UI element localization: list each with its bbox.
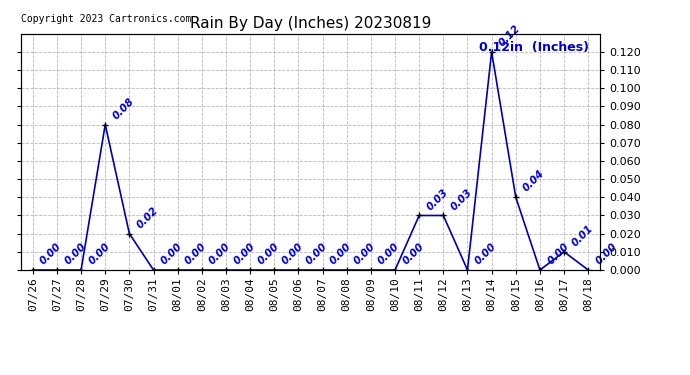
Text: 0.04: 0.04 — [522, 168, 546, 194]
Text: 0.01: 0.01 — [570, 223, 595, 248]
Title: Rain By Day (Inches) 20230819: Rain By Day (Inches) 20230819 — [190, 16, 431, 31]
Text: 0.00: 0.00 — [328, 241, 353, 267]
Text: 0.00: 0.00 — [401, 241, 426, 267]
Text: 0.00: 0.00 — [63, 241, 88, 267]
Text: 0.12in  (Inches): 0.12in (Inches) — [479, 41, 589, 54]
Text: 0.08: 0.08 — [111, 96, 136, 121]
Text: 0.00: 0.00 — [232, 241, 257, 267]
Text: 0.00: 0.00 — [594, 241, 619, 267]
Text: 0.03: 0.03 — [425, 187, 450, 212]
Text: 0.00: 0.00 — [208, 241, 233, 267]
Text: 0.00: 0.00 — [304, 241, 329, 267]
Text: 0.00: 0.00 — [473, 241, 498, 267]
Text: 0.02: 0.02 — [135, 205, 160, 230]
Text: 0.00: 0.00 — [377, 241, 402, 267]
Text: 0.00: 0.00 — [280, 241, 305, 267]
Text: 0.00: 0.00 — [256, 241, 281, 267]
Text: 0.12: 0.12 — [497, 23, 522, 48]
Text: 0.00: 0.00 — [39, 241, 63, 267]
Text: 0.00: 0.00 — [184, 241, 208, 267]
Text: 0.00: 0.00 — [159, 241, 184, 267]
Text: 0.03: 0.03 — [449, 187, 474, 212]
Text: 0.00: 0.00 — [353, 241, 377, 267]
Text: Copyright 2023 Cartronics.com: Copyright 2023 Cartronics.com — [21, 14, 191, 24]
Text: 0.00: 0.00 — [546, 241, 571, 267]
Text: 0.00: 0.00 — [87, 241, 112, 267]
